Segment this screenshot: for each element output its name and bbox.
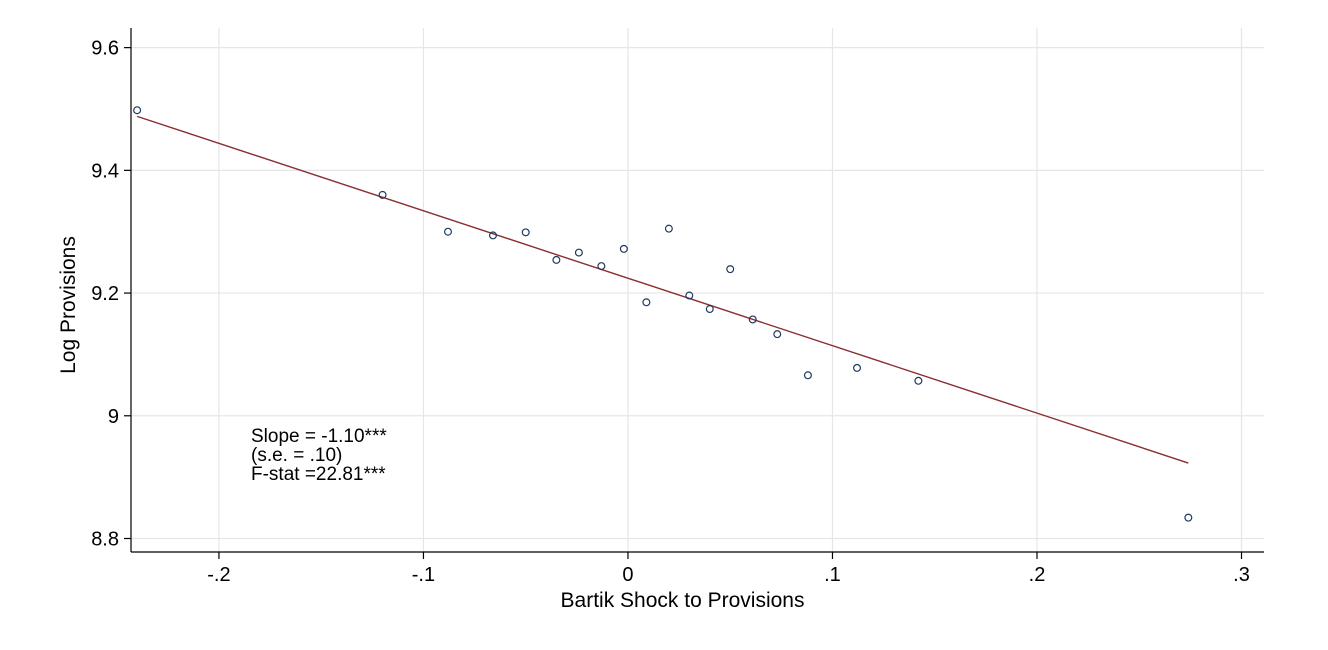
data-point bbox=[803, 371, 812, 380]
annotation: Slope = -1.10***(s.e. = .10)F-stat =22.8… bbox=[251, 426, 387, 485]
y-tick-label: 9.6 bbox=[91, 38, 119, 60]
data-point bbox=[642, 298, 651, 307]
data-point bbox=[552, 255, 561, 264]
x-tick-label: -.1 bbox=[412, 564, 435, 586]
data-point bbox=[133, 106, 142, 115]
data-point bbox=[597, 262, 606, 271]
y-tick-label: 9 bbox=[108, 406, 119, 428]
x-tick-label: .3 bbox=[1233, 564, 1250, 586]
data-point bbox=[748, 315, 757, 324]
y-tick-label: 8.8 bbox=[91, 529, 119, 551]
x-tick-label: .1 bbox=[824, 564, 841, 586]
data-point bbox=[378, 190, 387, 199]
x-tick-label: 0 bbox=[622, 564, 633, 586]
data-point bbox=[1184, 513, 1193, 522]
data-point bbox=[685, 291, 694, 300]
x-tick-label: .2 bbox=[1029, 564, 1046, 586]
data-point bbox=[853, 363, 862, 372]
annotation-line: F-stat =22.81*** bbox=[251, 464, 386, 485]
data-point bbox=[773, 330, 782, 339]
data-point bbox=[664, 224, 673, 233]
annotation-line: (s.e. = .10) bbox=[251, 445, 342, 466]
annotation-line: Slope = -1.10*** bbox=[251, 426, 387, 447]
data-point bbox=[443, 227, 452, 236]
data-point bbox=[619, 244, 628, 253]
data-point bbox=[488, 231, 497, 240]
axes: -.2 -.1 0 .1 .2 .3 8.8 9 9.2 9.4 9.6 bbox=[91, 28, 1264, 586]
fit-line bbox=[136, 115, 1189, 464]
y-tick-label: 9.2 bbox=[91, 283, 119, 305]
grid bbox=[131, 28, 1264, 552]
x-axis-title: Bartik Shock to Provisions bbox=[561, 589, 805, 612]
data-point bbox=[726, 265, 735, 274]
y-tick-label: 9.4 bbox=[91, 160, 119, 182]
data-point bbox=[705, 305, 714, 314]
data-point bbox=[574, 248, 583, 257]
y-axis-title: Log Provisions bbox=[57, 236, 80, 374]
fit-line-group bbox=[136, 115, 1189, 464]
x-tick-label: -.2 bbox=[207, 564, 230, 586]
data-point bbox=[914, 376, 923, 385]
data-points bbox=[133, 106, 1193, 522]
data-point bbox=[521, 228, 530, 237]
